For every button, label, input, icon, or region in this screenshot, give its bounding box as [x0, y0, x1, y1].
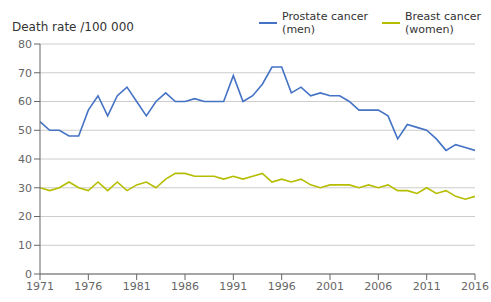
svg-text:1976: 1976	[74, 280, 102, 293]
svg-text:2016: 2016	[461, 280, 483, 293]
svg-text:1981: 1981	[123, 280, 151, 293]
svg-text:2001: 2001	[316, 280, 344, 293]
svg-text:1996: 1996	[268, 280, 296, 293]
svg-text:1991: 1991	[219, 280, 247, 293]
svg-text:50: 50	[18, 124, 32, 137]
svg-text:1971: 1971	[26, 280, 54, 293]
svg-text:60: 60	[18, 95, 32, 108]
svg-text:40: 40	[18, 153, 32, 166]
svg-text:2006: 2006	[364, 280, 392, 293]
svg-text:10: 10	[18, 239, 32, 252]
svg-text:70: 70	[18, 67, 32, 80]
svg-text:0: 0	[25, 268, 32, 281]
svg-text:20: 20	[18, 210, 32, 223]
html-text:(women): (women)	[405, 23, 454, 36]
html-text:Breast cancer: Breast cancer	[405, 10, 481, 23]
html-text:(men): (men)	[282, 23, 316, 36]
html-text:Death rate /100 000: Death rate /100 000	[12, 20, 134, 34]
svg-text:1986: 1986	[171, 280, 199, 293]
html-text:Prostate cancer: Prostate cancer	[282, 10, 368, 23]
svg-text:80: 80	[18, 38, 32, 51]
svg-text:2011: 2011	[413, 280, 441, 293]
svg-text:30: 30	[18, 182, 32, 195]
